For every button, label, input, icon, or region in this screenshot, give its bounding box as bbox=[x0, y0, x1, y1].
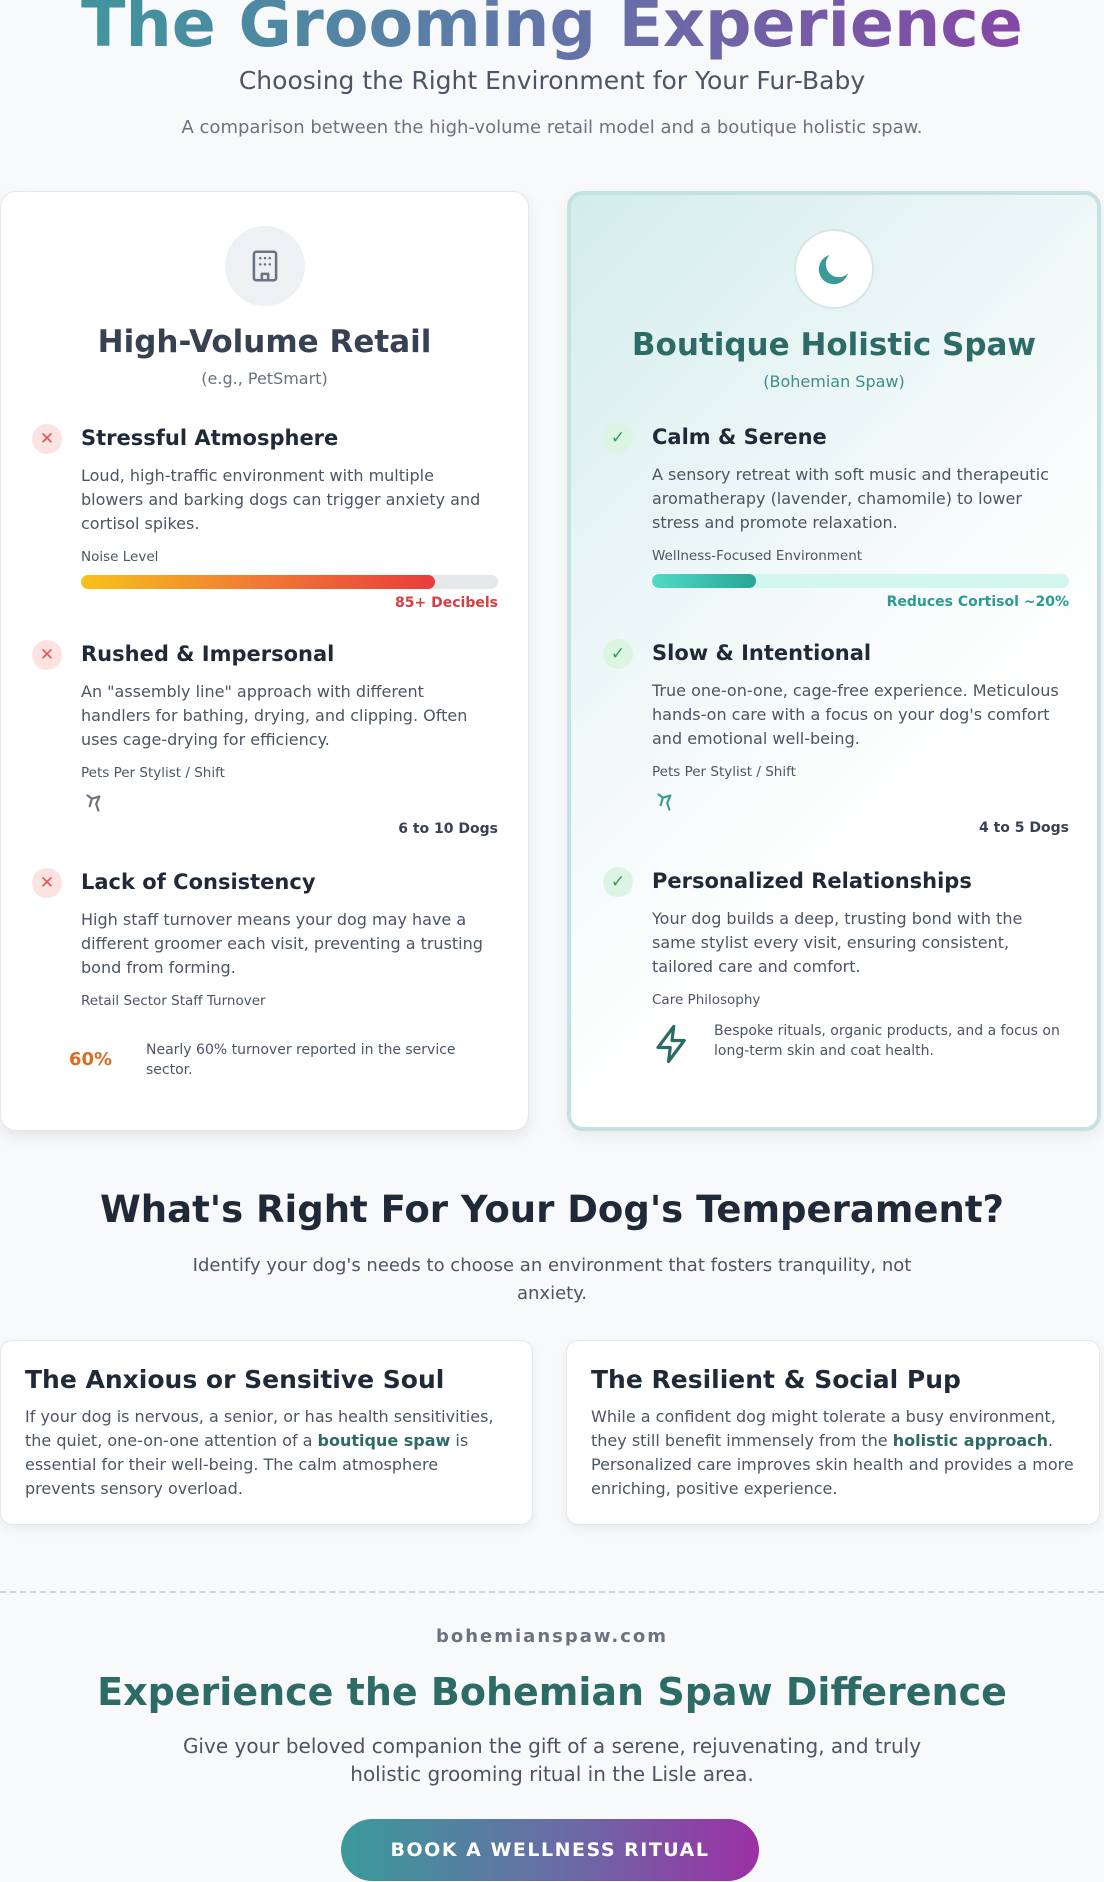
care-philosophy-text: Bespoke rituals, organic products, and a… bbox=[714, 1023, 1060, 1059]
feature-description: A sensory retreat with soft music and th… bbox=[652, 465, 1049, 532]
check-icon: ✓ bbox=[603, 423, 633, 453]
spaw-feature-calm: ✓ Calm & Serene A sensory retreat with s… bbox=[603, 423, 1069, 623]
feature-description: Your dog builds a deep, trusting bond wi… bbox=[652, 909, 1023, 976]
spa-icon bbox=[656, 1024, 686, 1064]
pet-icon bbox=[86, 794, 101, 812]
cross-icon: ✕ bbox=[32, 640, 62, 670]
temperament-card-body: If your dog is nervous, a senior, or has… bbox=[25, 1407, 494, 1498]
feature-title: Calm & Serene bbox=[652, 425, 827, 449]
wellness-fill bbox=[652, 574, 757, 588]
temperament-title: What's Right For Your Dog's Temperament? bbox=[100, 1188, 1004, 1231]
check-icon: ✓ bbox=[603, 867, 633, 897]
spaw-card: Boutique Holistic Spaw (Bohemian Spaw) ✓… bbox=[567, 191, 1101, 1131]
temperament-card-body: While a confident dog might tolerate a b… bbox=[591, 1407, 1074, 1498]
feature-title: Personalized Relationships bbox=[652, 869, 972, 893]
feature-title: Lack of Consistency bbox=[81, 870, 316, 894]
book-wellness-ritual-button[interactable]: BOOK A WELLNESS RITUAL bbox=[341, 1819, 759, 1881]
retail-card: High-Volume Retail (e.g., PetSmart) ✕ St… bbox=[0, 191, 529, 1131]
temperament-card-title: The Resilient & Social Pup bbox=[591, 1365, 961, 1394]
feature-title: Rushed & Impersonal bbox=[81, 642, 335, 666]
feature-metric-label: Noise Level bbox=[81, 549, 159, 565]
page-title: The Grooming Experience bbox=[0, 0, 1104, 70]
page-intro: A comparison between the high-volume ret… bbox=[181, 117, 923, 138]
feature-metric-label: Pets Per Stylist / Shift bbox=[652, 764, 796, 780]
site-url: bohemianspaw.com bbox=[435, 1626, 668, 1647]
check-icon: ✓ bbox=[603, 639, 633, 669]
retail-subtitle: (e.g., PetSmart) bbox=[201, 369, 328, 388]
pet-icon bbox=[657, 793, 672, 811]
building-icon bbox=[224, 226, 305, 306]
page-subtitle: Choosing the Right Environment for Your … bbox=[238, 66, 866, 95]
retail-feature-rushed: ✕ Rushed & Impersonal An "assembly line"… bbox=[32, 640, 498, 850]
cta-subtitle: Give your beloved companion the gift of … bbox=[182, 1734, 922, 1786]
cta-title: Experience the Bohemian Spaw Difference bbox=[97, 1670, 1007, 1714]
spaw-feature-slow: ✓ Slow & Intentional True one-on-one, ca… bbox=[603, 639, 1069, 849]
retail-title: High-Volume Retail bbox=[97, 324, 432, 360]
feature-description: True one-on-one, cage-free experience. M… bbox=[652, 681, 1059, 748]
retail-feature-atmosphere: ✕ Stressful Atmosphere Loud, high-traffi… bbox=[32, 424, 498, 624]
feature-description: High staff turnover means your dog may h… bbox=[81, 910, 483, 977]
feature-metric-label: Pets Per Stylist / Shift bbox=[81, 765, 225, 781]
temperament-card-title: The Anxious or Sensitive Soul bbox=[25, 1365, 445, 1394]
feature-title: Slow & Intentional bbox=[652, 641, 872, 665]
spaw-title: Boutique Holistic Spaw bbox=[631, 327, 1037, 363]
temperament-card-anxious: The Anxious or Sensitive Soul If your do… bbox=[0, 1340, 533, 1525]
stylist-ratio-note: 6 to 10 Dogs bbox=[398, 821, 498, 837]
cortisol-note: Reduces Cortisol ~20% bbox=[886, 594, 1069, 610]
retail-feature-consistency: ✕ Lack of Consistency High staff turnove… bbox=[32, 868, 498, 1088]
cross-icon: ✕ bbox=[32, 424, 62, 454]
feature-description: Loud, high-traffic environment with mult… bbox=[81, 466, 481, 533]
wellness-bar bbox=[652, 574, 1069, 588]
feature-metric-label: Retail Sector Staff Turnover bbox=[81, 993, 266, 1009]
turnover-stat: 60% bbox=[69, 1049, 113, 1070]
noise-level-fill bbox=[81, 575, 436, 589]
feature-metric-label: Care Philosophy bbox=[652, 992, 761, 1008]
noise-level-bar bbox=[81, 575, 498, 589]
spaw-feature-personalized: ✓ Personalized Relationships Your dog bu… bbox=[603, 867, 1069, 1087]
cross-icon: ✕ bbox=[32, 868, 62, 898]
spaw-subtitle: (Bohemian Spaw) bbox=[763, 372, 905, 391]
moon-icon bbox=[794, 229, 874, 309]
stylist-ratio-note: 4 to 5 Dogs bbox=[978, 820, 1069, 836]
feature-description: An "assembly line" approach with differe… bbox=[81, 682, 468, 749]
noise-level-note: 85+ Decibels bbox=[395, 595, 498, 611]
feature-metric-label: Wellness-Focused Environment bbox=[652, 548, 863, 564]
feature-title: Stressful Atmosphere bbox=[81, 426, 339, 450]
temperament-card-resilient: The Resilient & Social Pup While a confi… bbox=[566, 1340, 1100, 1525]
temperament-subtitle: Identify your dog's needs to choose an e… bbox=[192, 1255, 912, 1304]
turnover-stat-text: Nearly 60% turnover reported in the serv… bbox=[146, 1042, 456, 1078]
section-divider bbox=[0, 1591, 1104, 1593]
